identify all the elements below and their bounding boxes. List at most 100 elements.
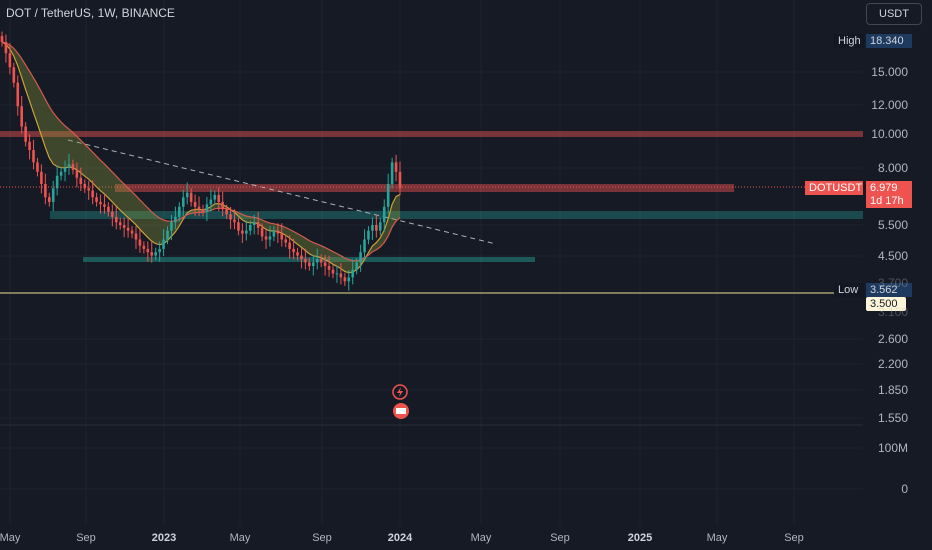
candle-body — [59, 171, 63, 176]
candle-body — [83, 184, 87, 189]
countdown-tag: 1d 17h — [866, 194, 912, 208]
low-label: Low — [834, 283, 864, 297]
candle-body — [32, 150, 35, 163]
candle-body — [166, 230, 169, 240]
candle-body — [300, 255, 303, 259]
resistance-zone-mid — [115, 184, 734, 192]
x-tick: Sep — [784, 532, 804, 544]
candle-body — [375, 225, 378, 231]
candle-body — [264, 236, 268, 240]
candle-body — [122, 225, 126, 228]
x-tick: Sep — [312, 532, 332, 544]
candle-body — [154, 252, 157, 256]
x-tick: May — [0, 532, 21, 544]
y-tick: 8.000 — [877, 161, 908, 175]
candle-body — [118, 222, 122, 225]
candle-body — [327, 266, 331, 270]
candle-body — [24, 126, 27, 142]
moving-averages — [1, 41, 401, 274]
candle-body — [256, 222, 260, 228]
candle-body — [296, 252, 299, 256]
candle-body — [197, 206, 201, 210]
candle-body — [107, 206, 110, 212]
candle-body — [130, 230, 134, 234]
candle-body — [47, 197, 51, 202]
candle-body — [268, 236, 272, 240]
candle-body — [394, 162, 398, 172]
candle-body — [382, 206, 386, 223]
us-flag-glyph — [396, 408, 406, 414]
candle-body — [217, 194, 221, 202]
candle-body — [351, 269, 355, 278]
candle-body — [205, 204, 209, 212]
candle-body — [233, 219, 236, 223]
y-tick: 2.200 — [877, 357, 908, 371]
candle-body — [146, 248, 150, 253]
candle-body — [181, 197, 185, 207]
candle-body — [378, 222, 382, 231]
candle-body — [20, 106, 24, 127]
candle-body — [252, 222, 256, 225]
candle-body — [75, 169, 79, 178]
candle-body — [229, 214, 232, 220]
candle-body — [95, 197, 98, 202]
candle-body — [158, 248, 161, 253]
candle-body — [248, 225, 252, 231]
candle-body — [371, 225, 374, 231]
candle-body — [103, 204, 106, 207]
price-tag: 6.979 — [866, 181, 912, 195]
candle-body — [114, 216, 118, 223]
candle-body — [134, 233, 138, 240]
x-tick: May — [229, 532, 251, 544]
symbol-tag: DOTUSDT — [805, 181, 863, 195]
y-tick: 5.500 — [877, 218, 908, 232]
candle-body — [126, 227, 130, 231]
resistance-zone-top — [0, 131, 863, 137]
candle-body — [51, 188, 55, 202]
candle-body — [67, 164, 71, 168]
candle-body — [79, 177, 83, 185]
candle-body — [138, 239, 142, 246]
candle-body — [142, 245, 146, 249]
candle-body — [44, 184, 47, 198]
candle-body — [178, 206, 181, 217]
candle-body — [201, 209, 205, 212]
candle-body — [28, 141, 31, 151]
candle-body — [209, 199, 213, 205]
candle-body — [225, 209, 228, 215]
candle-body — [363, 239, 366, 253]
currency-button[interactable]: USDT — [866, 3, 922, 25]
candle-body — [8, 53, 12, 68]
candle-body — [245, 230, 248, 234]
candle-body — [315, 258, 319, 263]
candle-body — [339, 273, 343, 278]
y-tick: 10.000 — [871, 127, 908, 141]
y-tick: 3.700 — [877, 276, 908, 290]
candle-body — [170, 222, 173, 231]
candle-body — [87, 188, 90, 191]
candle-body — [312, 262, 315, 267]
candle-body — [111, 211, 114, 217]
event-icons[interactable] — [392, 384, 409, 419]
candle-body — [331, 269, 335, 274]
y-tick: 15.000 — [871, 65, 908, 79]
candle-body — [323, 262, 327, 267]
x-tick: May — [470, 532, 492, 544]
x-tick: May — [706, 532, 728, 544]
candle-body — [359, 252, 362, 263]
candle-body — [91, 190, 94, 198]
y-tick: 12.000 — [871, 98, 908, 112]
candle-body — [347, 277, 351, 282]
x-tick: 2024 — [387, 532, 413, 544]
candle-body — [288, 242, 291, 249]
candle-body — [355, 262, 358, 270]
candle-body — [335, 273, 339, 275]
candles — [0, 31, 402, 291]
high-label: High — [834, 34, 864, 48]
horizontal-line-value: 3.500 — [866, 297, 906, 311]
candle-body — [398, 171, 402, 189]
x-tick: Sep — [550, 532, 570, 544]
candle-body — [319, 258, 323, 263]
candle-body — [174, 216, 177, 223]
